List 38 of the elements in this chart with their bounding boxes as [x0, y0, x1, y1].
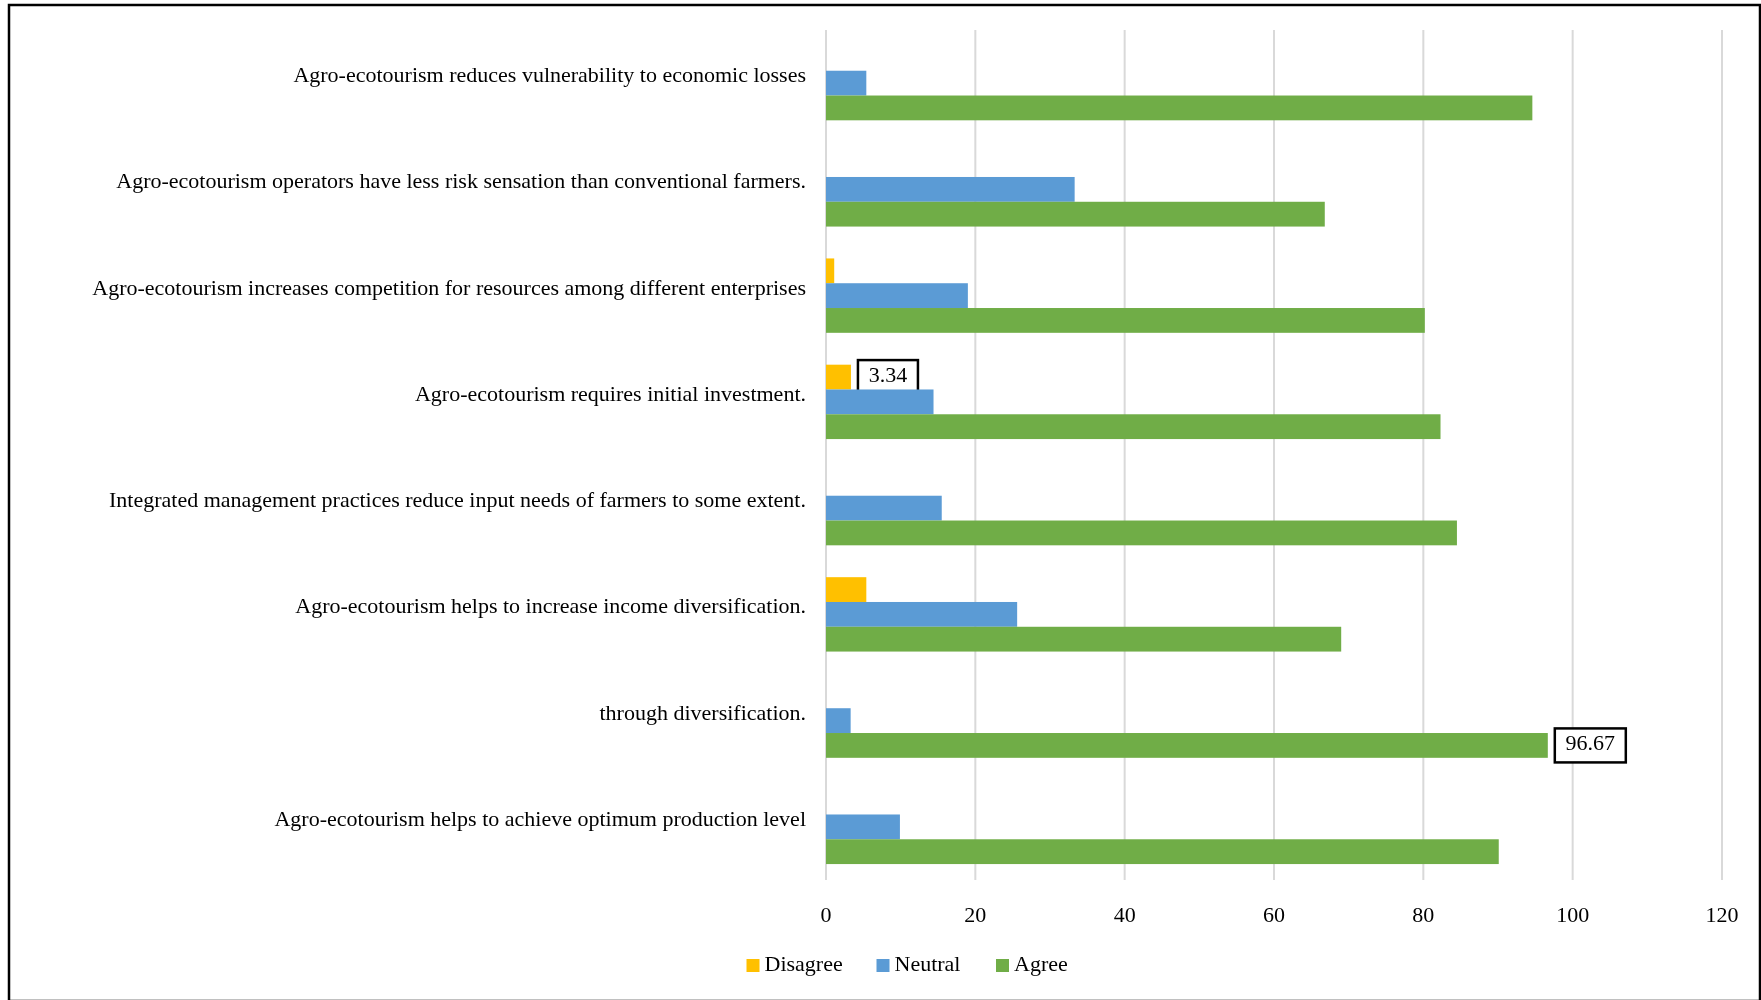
legend-label: Agree — [1014, 951, 1068, 977]
x-tick-label: 100 — [1556, 902, 1590, 927]
bar — [826, 414, 1441, 440]
y-tick-label: through diversification. — [599, 699, 806, 725]
legend-label: Disagree — [764, 951, 843, 977]
y-tick-label: Agro-ecotourism helps to achieve optimum production level — [274, 805, 806, 831]
bar — [826, 308, 1425, 333]
bar — [826, 733, 1548, 758]
data-label: 96.67 — [1565, 730, 1616, 756]
bar — [826, 95, 1533, 121]
x-tick-label: 0 — [820, 902, 832, 927]
bar — [826, 258, 835, 284]
bar — [826, 839, 1499, 865]
x-tick-label: 20 — [964, 902, 987, 927]
bar — [826, 814, 900, 840]
bar — [826, 708, 851, 734]
legend-label: Neutral — [894, 951, 961, 977]
y-tick-label: Agro-ecotourism reduces vulnerability to economic losses — [293, 62, 806, 88]
bar — [826, 577, 867, 602]
y-tick-label: Agro-ecotourism operators have less risk sensation than conventional farmers. — [116, 168, 806, 194]
bar — [826, 283, 968, 309]
data-label: 3.34 — [868, 362, 908, 388]
y-tick-label: Agro-ecotourism increases competition for resources among different enterprises — [92, 274, 806, 300]
x-tick-label: 120 — [1705, 902, 1739, 927]
y-tick-label: Agro-ecotourism helps to increase income diversification. — [295, 593, 806, 619]
y-tick-label: Agro-ecotourism requires initial investment. — [414, 380, 806, 406]
x-tick-label: 60 — [1263, 902, 1285, 927]
bar — [826, 70, 867, 96]
x-tick-label: 80 — [1412, 902, 1435, 927]
bar — [826, 601, 1018, 627]
bar — [826, 176, 1075, 202]
x-tick-label: 40 — [1113, 902, 1136, 927]
bar — [826, 364, 851, 390]
bar — [826, 520, 1457, 546]
bar — [826, 495, 942, 521]
bar — [826, 201, 1325, 227]
y-tick-label: Integrated management practices reduce input needs of farmers to some extent. — [109, 487, 806, 513]
bar — [826, 626, 1342, 652]
